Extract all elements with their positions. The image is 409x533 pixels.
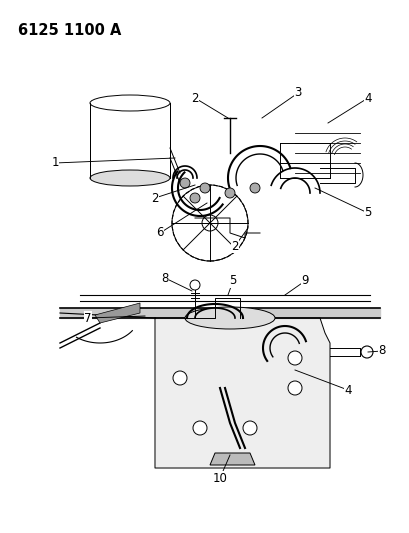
Circle shape — [225, 188, 234, 198]
Text: 3: 3 — [294, 86, 301, 100]
Circle shape — [172, 185, 247, 261]
Circle shape — [249, 183, 259, 193]
Circle shape — [200, 183, 209, 193]
Circle shape — [189, 193, 200, 203]
Text: 1: 1 — [51, 157, 58, 169]
Polygon shape — [95, 303, 139, 323]
Polygon shape — [60, 308, 379, 318]
Text: 2: 2 — [151, 191, 158, 205]
Text: 8: 8 — [378, 344, 385, 358]
Text: 4: 4 — [363, 92, 371, 104]
Bar — [90, 103, 170, 178]
Circle shape — [193, 421, 207, 435]
Text: 4: 4 — [344, 384, 351, 397]
Polygon shape — [209, 453, 254, 465]
Ellipse shape — [184, 307, 274, 329]
Text: 5: 5 — [229, 274, 236, 287]
Ellipse shape — [90, 95, 170, 111]
Text: 8: 8 — [161, 271, 168, 285]
Text: 7: 7 — [84, 311, 92, 325]
Circle shape — [243, 421, 256, 435]
Circle shape — [180, 178, 189, 188]
Text: 2: 2 — [231, 239, 238, 253]
Text: 6125 1100 A: 6125 1100 A — [18, 23, 121, 38]
Text: 2: 2 — [191, 92, 198, 104]
Ellipse shape — [90, 170, 170, 186]
Text: 10: 10 — [212, 472, 227, 484]
Text: 6: 6 — [156, 227, 163, 239]
Circle shape — [202, 215, 218, 231]
Text: 9: 9 — [301, 274, 308, 287]
Circle shape — [173, 371, 187, 385]
Circle shape — [360, 346, 372, 358]
Text: 5: 5 — [364, 206, 371, 220]
Circle shape — [287, 381, 301, 395]
Polygon shape — [155, 318, 329, 468]
Circle shape — [189, 280, 200, 290]
Circle shape — [287, 351, 301, 365]
